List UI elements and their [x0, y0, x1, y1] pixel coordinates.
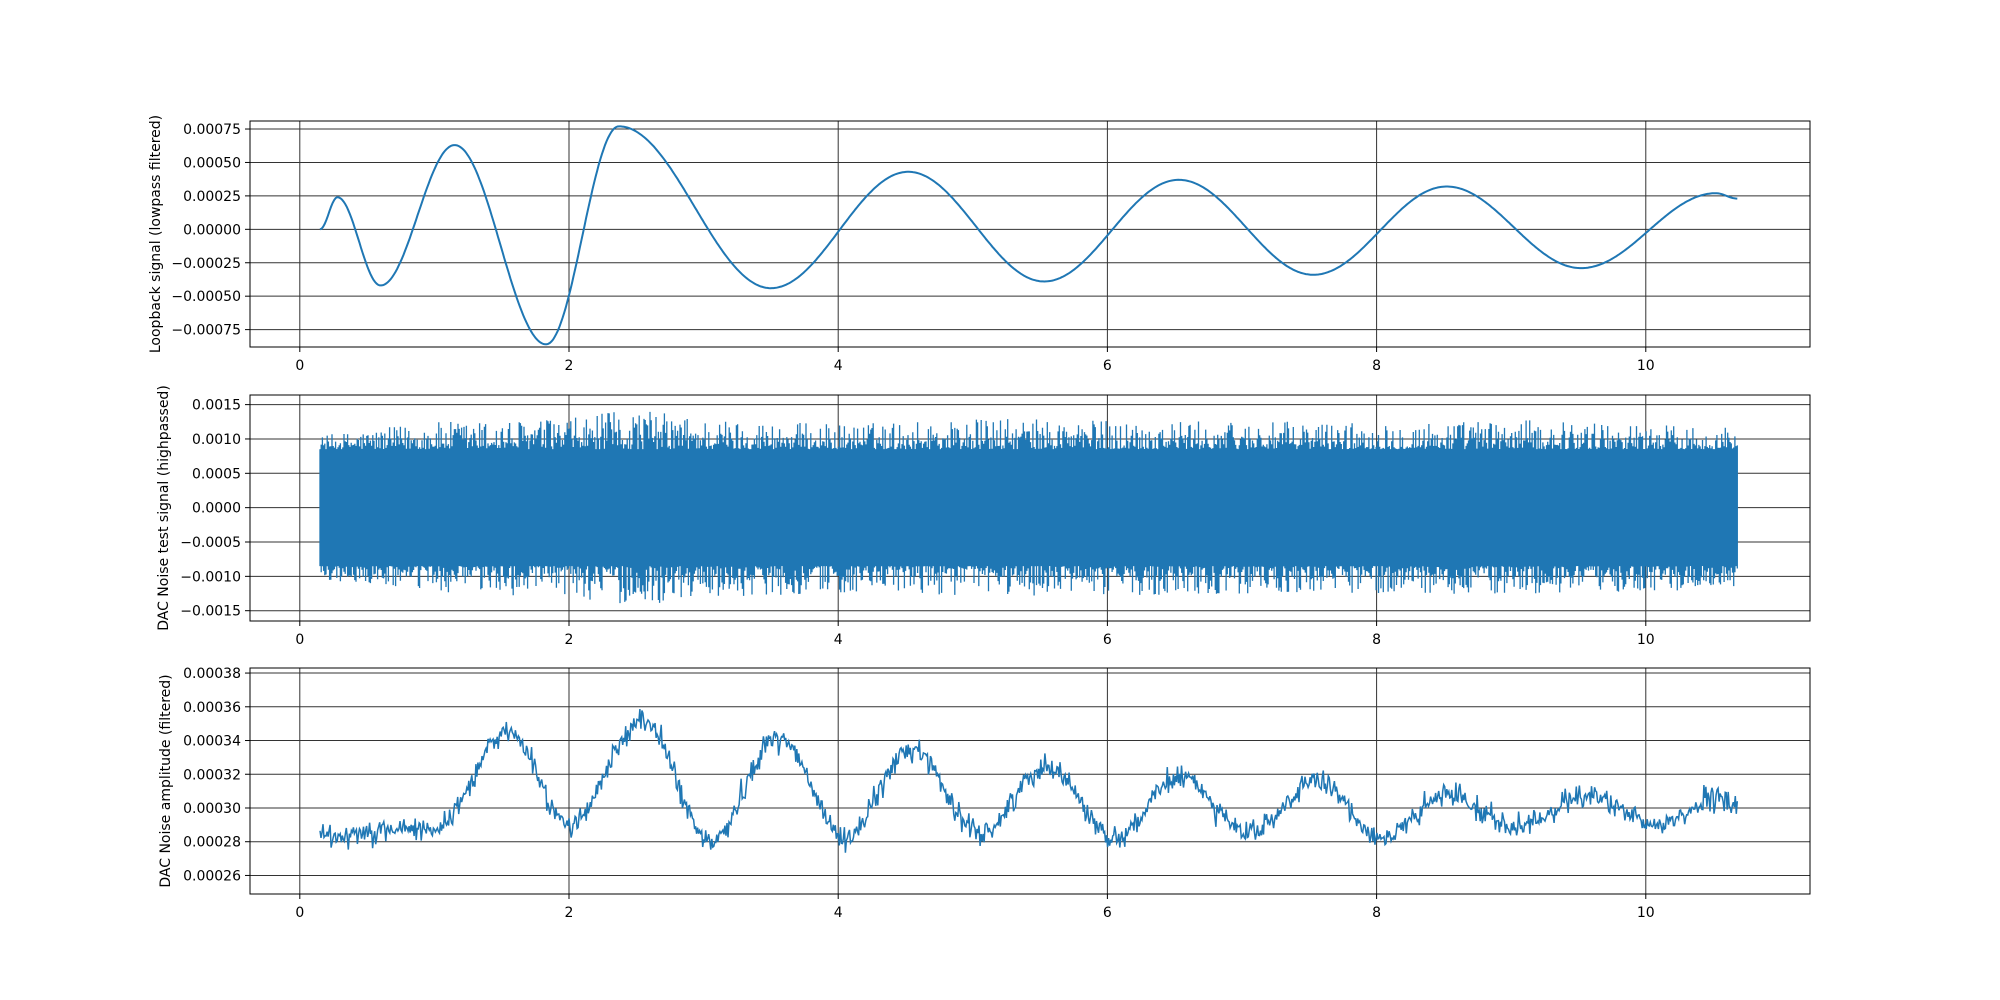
series-line: [319, 411, 1738, 604]
axes-frame: [249, 667, 1811, 895]
x-tick-label: 10: [1637, 905, 1655, 921]
x-tick-label: 6: [1103, 632, 1112, 648]
x-tick-label: 0: [295, 358, 304, 374]
y-tick-label: 0.00038: [183, 666, 241, 682]
y-axis-label: DAC Noise amplitude (filtered): [158, 674, 174, 887]
y-tick-label: −0.00050: [171, 289, 241, 305]
y-tick-label: −0.00075: [171, 323, 241, 339]
axes-frame: [249, 120, 1811, 348]
y-tick-label: −0.0015: [180, 604, 241, 620]
x-tick-label: 2: [565, 905, 574, 921]
series-line: [319, 125, 1738, 346]
subplot-3: 0 2 4 6 8 10 0.00038 0.00036 0.00034 0.00032 0.000…: [158, 666, 1811, 921]
x-tick-label: 10: [1637, 358, 1655, 374]
y-tick-label: 0.00026: [183, 868, 241, 884]
x-tick-label: 6: [1103, 905, 1112, 921]
y-tick-label: 0.00034: [183, 734, 241, 750]
x-tick-label: 10: [1637, 632, 1655, 648]
x-tick-label: 0: [295, 632, 304, 648]
x-tick-label: 8: [1372, 358, 1381, 374]
x-tick-label: 6: [1103, 358, 1112, 374]
x-tick-label: 4: [834, 358, 843, 374]
y-tick-label: −0.0005: [180, 535, 241, 551]
x-tick-label: 0: [295, 905, 304, 921]
x-tick-label: 8: [1372, 632, 1381, 648]
x-tick-label: 2: [565, 358, 574, 374]
y-tick-label: 0.00050: [183, 155, 241, 171]
y-tick-label: 0.00075: [183, 122, 241, 138]
y-tick-label: −0.00025: [171, 256, 241, 272]
y-tick-label: 0.0000: [192, 501, 241, 517]
y-tick-label: 0.00028: [183, 835, 241, 851]
x-tick-label: 4: [834, 632, 843, 648]
y-axis-label: DAC Noise test signal (highpassed): [156, 385, 172, 631]
y-tick-label: 0.00030: [183, 801, 241, 817]
subplot-2: 0 2 4 6 8 10 0.0015 0.0010 0.0005 0.0000 −0.0005 −0…: [156, 385, 1811, 648]
y-tick-label: 0.00032: [183, 767, 241, 783]
y-tick-label: 0.0015: [192, 398, 241, 414]
x-tick-label: 8: [1372, 905, 1381, 921]
y-tick-label: 0.00000: [183, 222, 241, 238]
y-tick-label: 0.0005: [192, 466, 241, 482]
y-tick-label: 0.0010: [192, 432, 241, 448]
x-tick-label: 2: [565, 632, 574, 648]
y-axis-label: Loopback signal (lowpass filtered): [148, 115, 164, 353]
subplot-1: 0 2 4 6 8 10 0.00075 0.00050 0.00025 0.00000 −0.00…: [148, 115, 1811, 374]
series-line: [319, 709, 1739, 853]
y-tick-label: 0.00036: [183, 700, 241, 716]
y-tick-label: 0.00025: [183, 189, 241, 205]
x-tick-label: 4: [834, 905, 843, 921]
y-tick-label: −0.0010: [180, 569, 241, 585]
